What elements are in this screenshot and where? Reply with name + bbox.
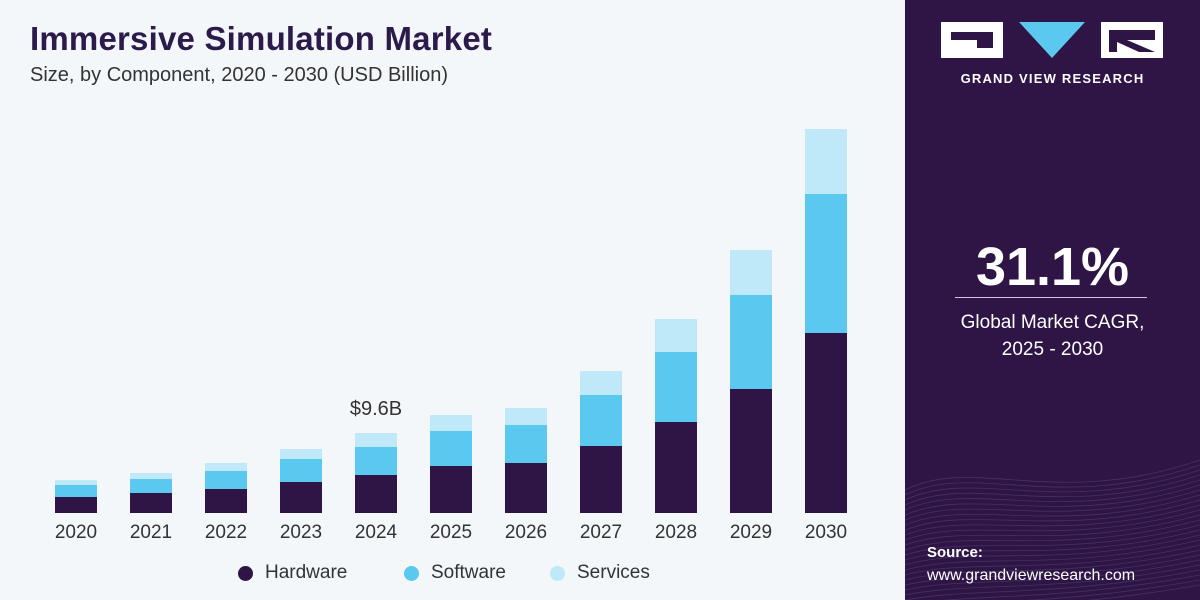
x-tick-label: 2024 xyxy=(355,522,398,543)
wave-line xyxy=(905,544,1200,576)
bar-software-2024 xyxy=(355,447,397,475)
divider xyxy=(955,297,1147,298)
x-tick-label: 2030 xyxy=(805,522,847,543)
wave-line xyxy=(905,484,1200,516)
wave-line xyxy=(905,464,1200,496)
bar-services-2026 xyxy=(505,408,547,425)
wave-line xyxy=(905,559,1200,591)
wave-line xyxy=(905,489,1200,521)
wave-line xyxy=(905,569,1200,600)
wave-line xyxy=(905,474,1200,506)
bar-software-2023 xyxy=(280,459,322,482)
x-tick-label: 2027 xyxy=(580,522,622,543)
bar-software-2022 xyxy=(205,471,247,489)
x-tick-label: 2021 xyxy=(130,522,172,543)
wave-line xyxy=(905,554,1200,586)
bar-services-2020 xyxy=(55,480,97,485)
wave-line xyxy=(905,534,1200,566)
bar-software-2029 xyxy=(730,295,772,389)
bar-software-2028 xyxy=(655,352,697,422)
wave-line xyxy=(905,539,1200,571)
wave-line xyxy=(905,469,1200,501)
x-tick-label: 2025 xyxy=(430,522,472,543)
stacked-bar-chart: 2020 2021 2022 2023 2024 $9.6B 2025 2026 2027 202… xyxy=(55,129,847,543)
bar-software-2026 xyxy=(505,425,547,463)
legend-swatch xyxy=(404,565,419,581)
chart-legend: Hardware Software Services xyxy=(0,562,905,588)
wave-line xyxy=(905,509,1200,541)
wave-line xyxy=(905,519,1200,551)
bar-hardware-2022 xyxy=(205,489,247,513)
legend-label: Hardware xyxy=(265,562,348,583)
wave-line xyxy=(905,499,1200,531)
bar-hardware-2024 xyxy=(355,475,397,513)
wave-line xyxy=(942,574,1200,600)
wave-line xyxy=(905,529,1200,561)
cagr-label-line2: 2025 - 2030 xyxy=(1001,339,1104,360)
wave-line xyxy=(905,504,1200,536)
bar-services-2030 xyxy=(805,129,847,194)
legend-label: Software xyxy=(431,562,506,583)
cagr-label-line1: Global Market CAGR, xyxy=(960,312,1145,333)
bar-software-2027 xyxy=(580,395,622,446)
x-tick-label: 2026 xyxy=(505,522,547,543)
brand-name: GRAND VIEW RESEARCH xyxy=(960,71,1145,86)
source-link[interactable]: www.grandviewresearch.com xyxy=(927,567,1136,584)
wave-line xyxy=(905,459,1200,491)
page-title: Immersive Simulation Market xyxy=(30,20,493,57)
bar-services-2027 xyxy=(580,371,622,395)
bar-hardware-2029 xyxy=(730,389,772,513)
x-tick-label: 2022 xyxy=(205,522,247,543)
legend-label: Services xyxy=(577,562,650,583)
wave-line xyxy=(905,494,1200,526)
source-label: Source: xyxy=(927,544,983,561)
legend-item-services: Services xyxy=(550,562,650,584)
bar-services-2021 xyxy=(130,473,172,479)
x-tick-label: 2020 xyxy=(55,522,97,543)
bar-hardware-2023 xyxy=(280,482,322,513)
bar-hardware-2021 xyxy=(130,493,172,513)
wave-background xyxy=(905,459,1200,600)
x-tick-label: 2023 xyxy=(280,522,322,543)
wave-line xyxy=(905,514,1200,546)
bar-services-2029 xyxy=(730,250,772,295)
legend-item-hardware: Hardware xyxy=(238,562,347,584)
value-annotation: $9.6B xyxy=(350,398,402,420)
bar-software-2021 xyxy=(130,479,172,493)
wave-line xyxy=(905,524,1200,556)
gvr-logo xyxy=(941,22,1163,58)
legend-swatch xyxy=(238,565,253,581)
chart-panel: Immersive Simulation Market Size, by Com… xyxy=(0,20,905,588)
wave-line xyxy=(905,549,1200,581)
bar-services-2024 xyxy=(355,433,397,447)
chart-subtitle: Size, by Component, 2020 - 2030 (USD Bil… xyxy=(30,64,448,86)
x-tick-label: 2029 xyxy=(730,522,772,543)
bar-hardware-2025 xyxy=(430,466,472,513)
brand-sidebar: GRAND VIEW RESEARCH 31.1% Global Market … xyxy=(905,0,1200,600)
cagr-value: 31.1% xyxy=(975,237,1130,297)
legend-item-software: Software xyxy=(404,562,506,584)
bar-services-2023 xyxy=(280,449,322,459)
bar-hardware-2026 xyxy=(505,463,547,513)
bar-software-2030 xyxy=(805,194,847,333)
bar-services-2022 xyxy=(205,463,247,471)
legend-swatch xyxy=(550,565,565,581)
bar-software-2025 xyxy=(430,431,472,466)
bar-software-2020 xyxy=(55,485,97,497)
wave-line xyxy=(1087,584,1200,600)
x-tick-label: 2028 xyxy=(655,522,697,543)
bar-hardware-2030 xyxy=(805,333,847,513)
bar-services-2028 xyxy=(655,319,697,352)
wave-line xyxy=(905,564,1200,596)
wave-line xyxy=(1027,579,1200,600)
bar-hardware-2020 xyxy=(55,497,97,513)
bar-services-2025 xyxy=(430,415,472,431)
bar-hardware-2028 xyxy=(655,422,697,513)
bar-hardware-2027 xyxy=(580,446,622,513)
cagr-label: Global Market CAGR, 2025 - 2030 xyxy=(905,309,1200,363)
wave-line xyxy=(905,479,1200,511)
